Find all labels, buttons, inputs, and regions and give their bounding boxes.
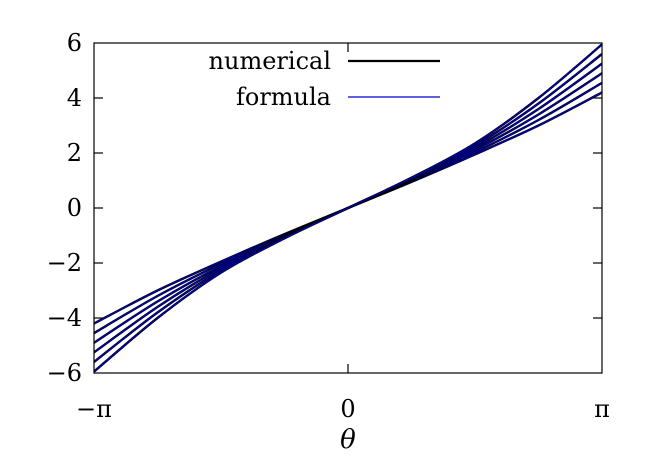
y-tick-label-3: 0 bbox=[67, 194, 82, 222]
y-tick-label-1: −4 bbox=[47, 304, 82, 332]
y-tick-label-4: 2 bbox=[67, 139, 82, 167]
legend-label-numerical: numerical bbox=[209, 47, 331, 75]
formula-curve-5 bbox=[93, 43, 603, 373]
x-axis-label: θ bbox=[340, 425, 356, 455]
axis-ticks bbox=[94, 43, 602, 373]
axis-tick-labels: −6 −4 −2 0 2 4 6 −π 0 π bbox=[47, 29, 610, 423]
y-tick-label-2: −2 bbox=[47, 249, 82, 277]
x-tick-label-2: π bbox=[594, 395, 610, 423]
y-tick-label-5: 4 bbox=[67, 84, 82, 112]
legend-label-formula: formula bbox=[236, 83, 331, 111]
y-tick-label-0: −6 bbox=[47, 359, 82, 387]
x-tick-label-1: 0 bbox=[340, 395, 355, 423]
legend: numerical formula bbox=[209, 47, 440, 111]
x-tick-label-0: −π bbox=[76, 395, 112, 423]
plot-lines bbox=[93, 43, 603, 373]
y-tick-label-6: 6 bbox=[67, 29, 82, 57]
